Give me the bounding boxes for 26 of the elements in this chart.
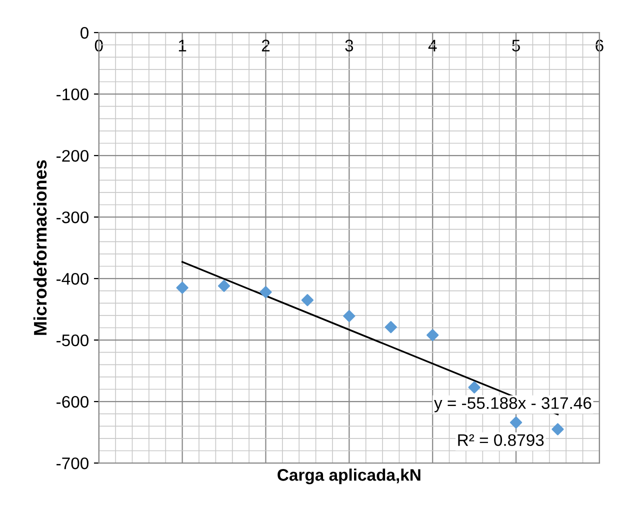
y-tick-label: -600: [56, 396, 89, 408]
point: [176, 282, 188, 294]
point: [260, 286, 272, 298]
y-tick-label: -700: [56, 457, 89, 470]
point: [552, 423, 564, 436]
point: [343, 310, 356, 322]
point: [301, 294, 314, 306]
point: [384, 321, 397, 334]
y-tick-label: -200: [56, 150, 89, 162]
y-tick-label: 0: [80, 26, 89, 39]
point: [426, 329, 439, 342]
point: [218, 280, 230, 292]
annotation: y = -55.188x - 317.46: [434, 397, 592, 412]
x-tick-label: 3: [345, 40, 354, 52]
x-tick-label: 1: [178, 40, 186, 52]
point: [468, 381, 480, 394]
annotation: R² = 0.8793: [458, 434, 544, 446]
x-tick-label: 2: [262, 40, 270, 52]
y-tick-label: -100: [56, 88, 89, 100]
y-tick-label: -300: [56, 211, 89, 224]
x-tick-label: 4: [428, 40, 437, 52]
y-tick-label: -500: [56, 334, 89, 346]
y-tick-label: -400: [56, 272, 89, 285]
x-axis-title: Carga aplicada,kN: [278, 468, 420, 484]
point: [510, 416, 522, 429]
y-axis-title: Microdeformaciones: [33, 160, 47, 335]
